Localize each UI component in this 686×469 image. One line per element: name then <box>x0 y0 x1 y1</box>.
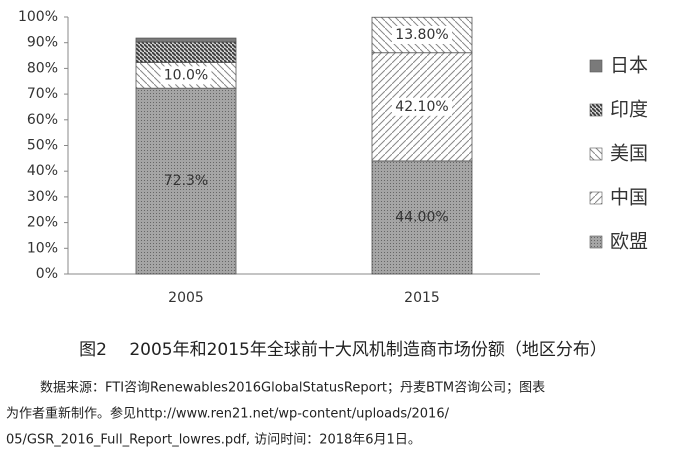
legend-label: 美国 <box>610 143 648 165</box>
y-tick-label: 50% <box>27 138 58 154</box>
legend-swatch <box>589 191 603 205</box>
legend-swatch <box>589 59 603 73</box>
y-tick-label: 100% <box>18 9 58 25</box>
y-tick-label: 0% <box>36 266 58 282</box>
data-label: 72.3% <box>164 173 208 189</box>
bar-segment <box>135 87 237 275</box>
legend-swatch <box>589 103 603 117</box>
legend-label: 印度 <box>610 99 648 121</box>
data-label: 42.10% <box>395 99 448 115</box>
label-bg <box>392 25 452 44</box>
x-tick-label: 2015 <box>404 290 440 306</box>
label-bg <box>160 66 212 85</box>
bar-segment <box>371 160 473 275</box>
data-label: 13.80% <box>395 27 448 43</box>
source-line: 05/GSR_2016_Full_Report_lowres.pdf, 访问时间… <box>6 433 421 448</box>
caption: 图2 2005年和2015年全球前十大风机制造商市场份额（地区分布） <box>79 340 607 360</box>
legend-label: 日本 <box>610 55 648 77</box>
y-tick-label: 30% <box>27 189 58 205</box>
legend-label: 中国 <box>610 187 648 209</box>
bar-segment <box>135 37 237 43</box>
y-tick-label: 40% <box>27 163 58 179</box>
bar-segment <box>135 41 237 63</box>
label-bg <box>392 97 452 116</box>
data-label: 10.0% <box>164 67 208 83</box>
legend-label: 欧盟 <box>610 231 648 253</box>
y-tick-label: 60% <box>27 112 58 128</box>
legend-swatch <box>589 235 603 249</box>
x-tick-label: 2005 <box>168 290 204 306</box>
y-tick-label: 70% <box>27 86 58 102</box>
y-tick-label: 90% <box>27 35 58 51</box>
y-tick-label: 10% <box>27 240 58 256</box>
legend-swatch <box>589 147 603 161</box>
data-label: 44.00% <box>395 209 448 225</box>
y-tick-label: 20% <box>27 215 58 231</box>
source-line: 为作者重新制作。参见http://www.ren21.net/wp-conten… <box>6 406 450 422</box>
y-tick-label: 80% <box>27 60 58 76</box>
source-line: 数据来源：FTI咨询Renewables2016GlobalStatusRepo… <box>40 381 545 396</box>
